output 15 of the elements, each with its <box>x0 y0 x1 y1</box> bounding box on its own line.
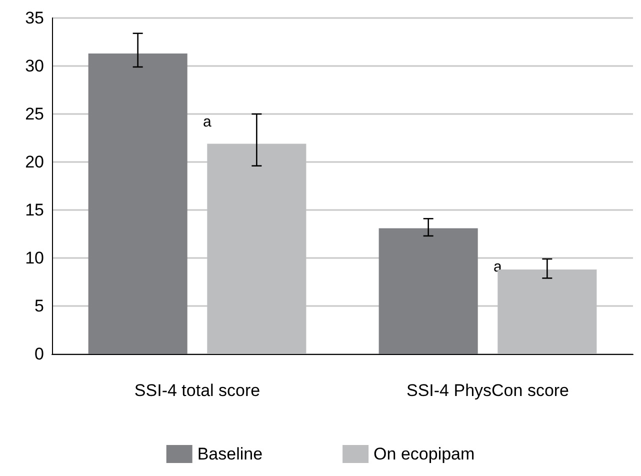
y-tick-label: 10 <box>25 248 44 268</box>
bar <box>88 54 188 354</box>
bar <box>378 228 478 354</box>
y-tick-label: 5 <box>34 296 44 316</box>
x-tick-label: SSI-4 PhysCon score <box>406 381 570 400</box>
y-tick-label: 25 <box>25 104 44 124</box>
legend-label: On ecopipam <box>374 444 475 464</box>
y-tick-label: 30 <box>25 56 44 76</box>
y-tick-label: 0 <box>34 344 44 364</box>
legend-label: Baseline <box>197 444 263 464</box>
y-tick-label: 15 <box>25 200 44 220</box>
y-tick-label: 35 <box>25 8 44 28</box>
x-tick-label: SSI-4 total score <box>134 381 260 400</box>
y-tick-label: 20 <box>25 152 44 172</box>
annotation: a <box>202 114 212 130</box>
